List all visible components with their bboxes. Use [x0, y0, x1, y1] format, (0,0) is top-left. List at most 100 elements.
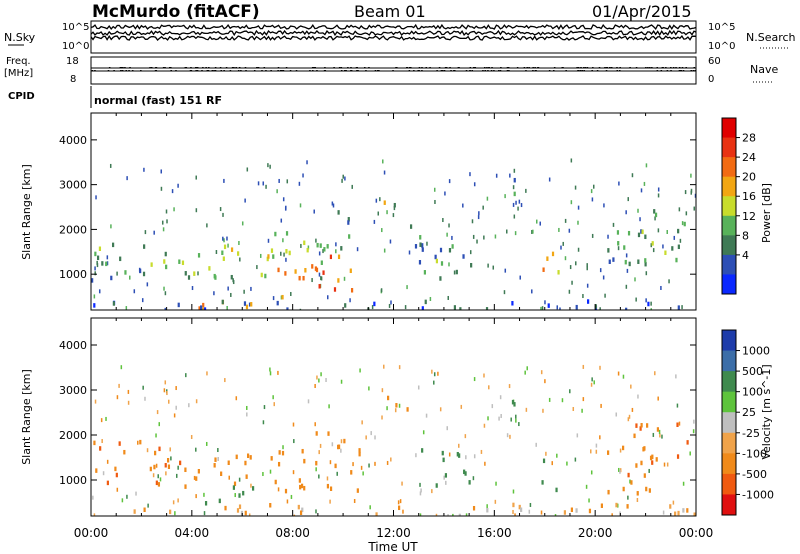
scatter-cell: [163, 388, 166, 393]
scatter-cell: [292, 422, 295, 427]
scatter-cell: [278, 178, 280, 183]
scatter-cell: [439, 407, 442, 412]
scatter-cell: [126, 494, 128, 499]
scatter-cell: [293, 514, 296, 516]
echo-cell: [607, 450, 610, 455]
echo-cell: [157, 482, 161, 487]
scatter-cell: [257, 181, 260, 186]
scatter-cell: [444, 191, 446, 196]
echo-cell: [640, 423, 643, 428]
scatter-cell: [473, 182, 476, 187]
scatter-cell: [127, 389, 130, 394]
scatter-cell: [96, 263, 99, 268]
echo-cell: [677, 510, 680, 516]
scatter-cell: [159, 477, 162, 482]
colorbar-tick-label: -500: [742, 468, 767, 481]
scatter-cell: [219, 207, 222, 212]
x-tick-label: 08:00: [275, 526, 310, 540]
scatter-cell: [588, 498, 590, 503]
scatter-cell: [478, 211, 480, 216]
echo-cell: [676, 422, 679, 427]
scatter-cell: [662, 244, 664, 249]
echo-cell: [677, 228, 680, 234]
echo-cell: [327, 431, 330, 436]
echo-cell: [220, 471, 223, 477]
scatter-cell: [361, 420, 363, 425]
scatter-cell: [627, 495, 629, 500]
scatter-cell: [513, 168, 516, 173]
echo-cell: [463, 469, 466, 475]
scatter-cell: [591, 377, 593, 382]
scatter-cell: [292, 470, 295, 475]
scatter-cell: [328, 404, 330, 409]
scatter-cell: [540, 510, 543, 515]
echo-cell: [607, 489, 610, 495]
scatter-cell: [158, 422, 161, 427]
scatter-cell: [679, 238, 682, 243]
echo-cell: [640, 460, 643, 466]
scatter-cell: [368, 386, 370, 391]
scatter-cell: [129, 275, 131, 280]
scatter-cell: [316, 375, 318, 380]
echo-cell: [439, 276, 442, 281]
colorbar-tick-label: 100: [742, 386, 763, 399]
colorbar-tick-label: 25: [742, 406, 756, 419]
scatter-cell: [509, 173, 511, 178]
scatter-cell: [166, 391, 168, 396]
scatter-cell: [483, 235, 485, 240]
scatter-cell: [116, 271, 118, 276]
echo-cell: [642, 446, 645, 452]
scatter-cell: [298, 181, 301, 186]
scatter-cell: [374, 461, 376, 466]
scatter-cell: [173, 413, 176, 418]
scatter-cell: [313, 209, 315, 214]
scatter-cell: [465, 455, 467, 460]
scatter-cell: [607, 234, 609, 239]
scatter-cell: [447, 295, 449, 300]
scatter-cell: [222, 212, 224, 217]
scatter-cell: [246, 405, 248, 410]
scatter-cell: [681, 221, 684, 226]
echo-cell: [133, 509, 136, 514]
scatter-cell: [433, 372, 436, 377]
scatter-cell: [335, 249, 337, 254]
echo-cell: [395, 403, 398, 408]
scatter-cell: [469, 172, 471, 177]
colorbar-segment: [722, 118, 736, 139]
scatter-cell: [160, 186, 163, 191]
scatter-cell: [155, 463, 158, 468]
echo-cell: [269, 502, 272, 508]
scatter-cell: [246, 412, 248, 417]
scatter-cell: [694, 193, 696, 198]
scatter-cell: [318, 474, 320, 479]
scatter-cell: [690, 173, 692, 178]
scatter-cell: [381, 228, 383, 233]
scatter-cell: [512, 509, 514, 514]
x-tick-label: 00:00: [74, 526, 109, 540]
scatter-cell: [542, 408, 544, 413]
scatter-cell: [660, 285, 662, 290]
echo-cell: [244, 510, 247, 516]
scatter-cell: [472, 476, 475, 481]
scatter-cell: [166, 219, 168, 224]
noise-left-label: N.Sky: [4, 31, 36, 44]
echo-cell: [464, 471, 467, 476]
scatter-cell: [273, 402, 275, 407]
echo-cell: [455, 269, 458, 275]
echo-cell: [195, 476, 198, 481]
scatter-cell: [343, 276, 346, 281]
scatter-cell: [637, 208, 639, 213]
scatter-cell: [280, 295, 283, 300]
nave-tick-top: 60: [708, 56, 721, 67]
echo-cell: [669, 504, 672, 509]
colorbar-frame: [721, 117, 737, 295]
echo-cell: [340, 246, 343, 251]
scatter-cell: [315, 509, 317, 514]
scatter-cell: [228, 475, 231, 480]
echo-cell: [458, 453, 461, 458]
scatter-cell: [657, 187, 660, 192]
echo-cell: [299, 510, 303, 516]
power-data: [91, 158, 696, 310]
echo-cell: [297, 504, 300, 510]
scatter-cell: [162, 227, 165, 232]
